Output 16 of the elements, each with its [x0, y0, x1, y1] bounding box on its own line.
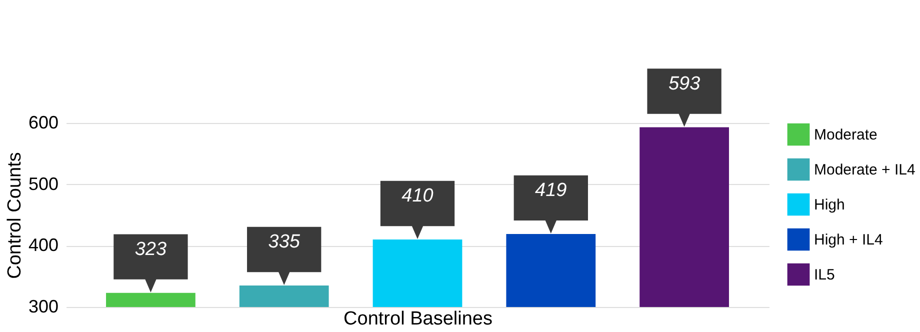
data-label: 593 [668, 73, 701, 94]
y-axis-title: Control Counts [4, 152, 26, 279]
data-label: 410 [402, 186, 434, 207]
legend-label: Moderate + IL4 [814, 162, 916, 178]
legend-label: Moderate [814, 126, 878, 144]
y-tick-label: 600 [28, 112, 58, 132]
y-tick-label: 400 [28, 235, 58, 256]
y-tick-label: 500 [28, 174, 58, 194]
y-tick-label: 300 [28, 296, 58, 316]
data-label: 323 [134, 238, 167, 260]
legend-label: IL5 [814, 266, 835, 284]
x-axis-title: Control Baselines [344, 308, 492, 330]
legend-label: High [814, 196, 845, 214]
legend-label: High + IL4 [814, 232, 883, 248]
data-label: 335 [268, 232, 300, 253]
data-label: 419 [535, 180, 568, 202]
